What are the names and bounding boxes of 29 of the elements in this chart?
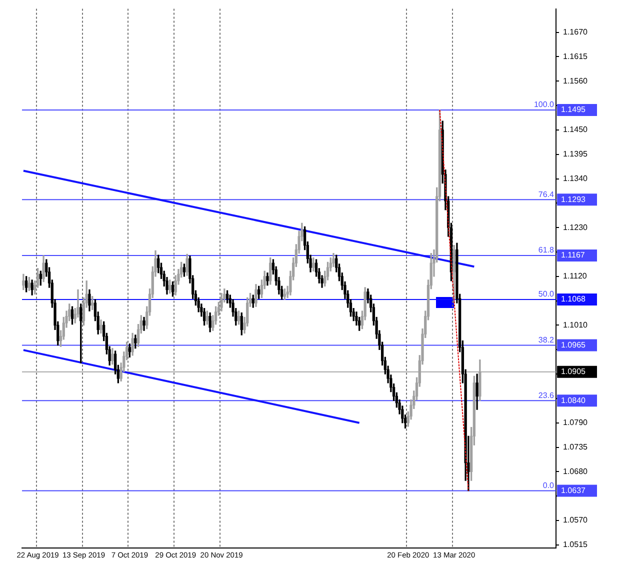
y-tick-label: 1.1230 — [563, 222, 588, 232]
y-tick-label: 1.0515 — [563, 540, 588, 550]
y-tick-label: 1.1120 — [563, 272, 588, 281]
annotation: 0.0 — [542, 480, 555, 490]
ref-line-label: 1.1495 — [561, 105, 586, 114]
annotation: 76.4 — [538, 190, 555, 199]
y-tick-label: 1.1010 — [563, 320, 588, 330]
annotation: 100.0 — [534, 100, 555, 110]
y-tick-label: 1.0570 — [563, 516, 588, 525]
annotation: 38.2 — [538, 335, 555, 344]
y-tick-label: 1.1615 — [563, 52, 588, 61]
y-tick-label: 1.0680 — [563, 466, 588, 476]
annotation: 23.6 — [538, 390, 555, 400]
y-tick-label: 1.1560 — [563, 76, 588, 86]
y-tick-label: 1.1395 — [563, 150, 588, 159]
ref-line-label: 1.0965 — [561, 340, 586, 350]
ref-line-label: 1.1293 — [561, 194, 586, 204]
y-tick-label: 1.1670 — [563, 28, 588, 37]
ref-line-label: 1.0840 — [561, 396, 586, 405]
y-tick-label: 1.0790 — [563, 418, 588, 428]
annotation: 61.8 — [538, 246, 555, 255]
ref-line-label: 1.1068 — [561, 294, 586, 304]
annotation: 50.0 — [538, 290, 555, 299]
y-tick-label: 1.1450 — [563, 125, 588, 134]
y-tick-label: 1.0735 — [563, 442, 588, 452]
ref-line-label: 1.0637 — [561, 486, 586, 495]
y-tick-label: 1.1340 — [563, 174, 588, 183]
ref-line-label: 1.1167 — [561, 250, 586, 260]
ref-line-label: 1.0905 — [561, 367, 586, 376]
